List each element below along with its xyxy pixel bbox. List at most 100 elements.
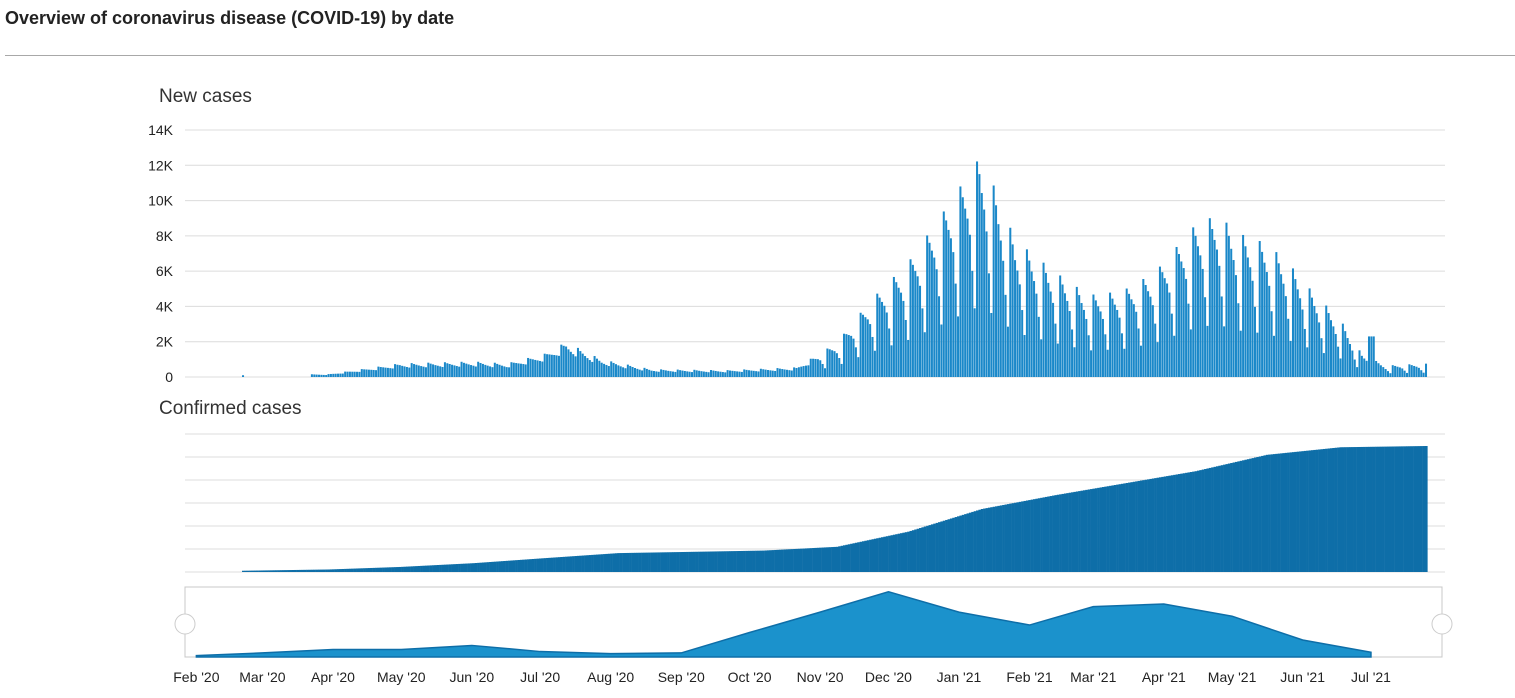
confirmed-cases-bar (329, 569, 333, 572)
confirmed-cases-bar (964, 514, 967, 572)
confirmed-cases-bar (1263, 455, 1267, 572)
new-cases-bar (1014, 260, 1017, 377)
new-cases-bar (709, 370, 712, 377)
new-cases-bar (926, 235, 929, 377)
new-cases-bar (370, 369, 373, 377)
confirmed-cases-bar (353, 568, 357, 572)
confirmed-cases-bar (966, 513, 970, 572)
confirmed-cases-bar (1384, 446, 1388, 572)
confirmed-cases-bar (1166, 476, 1169, 572)
confirmed-cases-bar (308, 569, 312, 572)
new-cases-bar (470, 365, 473, 377)
new-cases-bar (648, 369, 651, 377)
confirmed-cases-bar (1090, 489, 1093, 572)
new-cases-bar (555, 355, 558, 377)
confirmed-cases-bar (1144, 479, 1148, 572)
new-cases-bar (1234, 275, 1237, 377)
confirmed-cases-bar (1040, 497, 1043, 572)
range-navigator[interactable] (174, 586, 1453, 658)
new-cases-bar (427, 362, 430, 377)
new-cases-bar (429, 363, 432, 377)
new-cases-bar (1156, 342, 1159, 377)
new-cases-bar (728, 370, 732, 377)
confirmed-cases-bar (790, 549, 794, 572)
new-cases-bar (386, 367, 389, 377)
new-cases-bar (1382, 367, 1385, 377)
new-cases-bar (1225, 222, 1228, 377)
new-cases-bar (1270, 311, 1273, 377)
new-cases-bar (391, 368, 394, 377)
confirmed-cases-bar (721, 551, 725, 572)
confirmed-cases-bar (289, 570, 293, 572)
confirmed-cases-bar (522, 559, 525, 572)
new-cases-bar (358, 371, 361, 377)
new-cases-bar (1101, 318, 1104, 377)
confirmed-cases-bars (242, 446, 1428, 572)
new-cases-bar (1040, 339, 1043, 377)
new-cases-bar (420, 366, 423, 377)
new-cases-bar (631, 366, 634, 377)
navigator-left-handle[interactable] (174, 613, 196, 635)
new-cases-bar (945, 220, 948, 377)
confirmed-cases-bar (1386, 446, 1390, 572)
confirmed-cases-bar (643, 552, 647, 572)
confirmed-cases-bar (1123, 483, 1126, 572)
new-cases-bar (881, 301, 884, 377)
confirmed-cases-bar (1363, 446, 1366, 572)
new-cases-bar (833, 351, 836, 377)
new-cases-bar (360, 369, 363, 377)
confirmed-cases-bar (845, 544, 849, 572)
confirmed-cases-bar (1408, 446, 1411, 572)
new-cases-bar (327, 374, 330, 377)
confirmed-cases-bar (384, 567, 388, 572)
confirmed-cases-bar (923, 526, 927, 572)
confirmed-cases-bar (987, 507, 991, 572)
new-cases-bar (1166, 283, 1169, 377)
confirmed-cases-bar (1327, 448, 1331, 572)
new-cases-bar (890, 345, 893, 377)
confirmed-cases-bar (1189, 472, 1193, 572)
new-cases-bar (1142, 279, 1145, 377)
confirmed-cases-bar (500, 561, 504, 572)
new-cases-bar (985, 231, 988, 377)
new-cases-bar (531, 359, 534, 377)
confirmed-cases-bar (1059, 494, 1062, 572)
confirmed-cases-bar (1018, 501, 1022, 572)
confirmed-cases-bar (244, 570, 248, 572)
confirmed-cases-bar (878, 537, 882, 572)
confirmed-cases-bar (743, 550, 746, 572)
navigator-right-handle[interactable] (1431, 613, 1453, 635)
new-cases-bar (1125, 288, 1128, 377)
new-cases-bar (353, 371, 356, 377)
new-cases-bar (1425, 363, 1428, 377)
confirmed-cases-bar (1030, 499, 1034, 572)
new-cases-bar (954, 283, 957, 377)
new-cases-bar (897, 287, 900, 377)
confirmed-cases-bar (1192, 471, 1195, 572)
new-cases-bar (783, 369, 786, 377)
new-cases-bar (1220, 296, 1223, 377)
new-cases-bar (1287, 318, 1290, 377)
confirmed-cases-bar (1422, 446, 1426, 572)
confirmed-cases-bar (1244, 459, 1248, 572)
confirmed-cases-bar (282, 570, 286, 572)
new-cases-bar (567, 349, 570, 377)
new-cases-bar (990, 312, 993, 377)
new-cases-bar (1249, 267, 1252, 377)
new-cases-bar (698, 370, 701, 377)
confirmed-cases-bar (401, 566, 404, 572)
confirmed-cases-bar (840, 545, 844, 572)
new-cases-bar (607, 366, 610, 377)
new-cases-bar (750, 370, 753, 377)
confirmed-cases-bar (1318, 449, 1321, 572)
new-cases-bar (1337, 346, 1340, 377)
new-cases-bar (1218, 265, 1221, 377)
confirmed-cases-bar (1111, 485, 1115, 572)
new-cases-bar (584, 356, 587, 377)
confirmed-cases-bar (900, 533, 903, 572)
confirmed-cases-bar (277, 570, 281, 572)
confirmed-cases-bar (1280, 453, 1283, 572)
confirmed-cases-bar (814, 547, 818, 572)
confirmed-cases-bar (531, 558, 535, 572)
confirmed-cases-bar (1310, 450, 1314, 572)
